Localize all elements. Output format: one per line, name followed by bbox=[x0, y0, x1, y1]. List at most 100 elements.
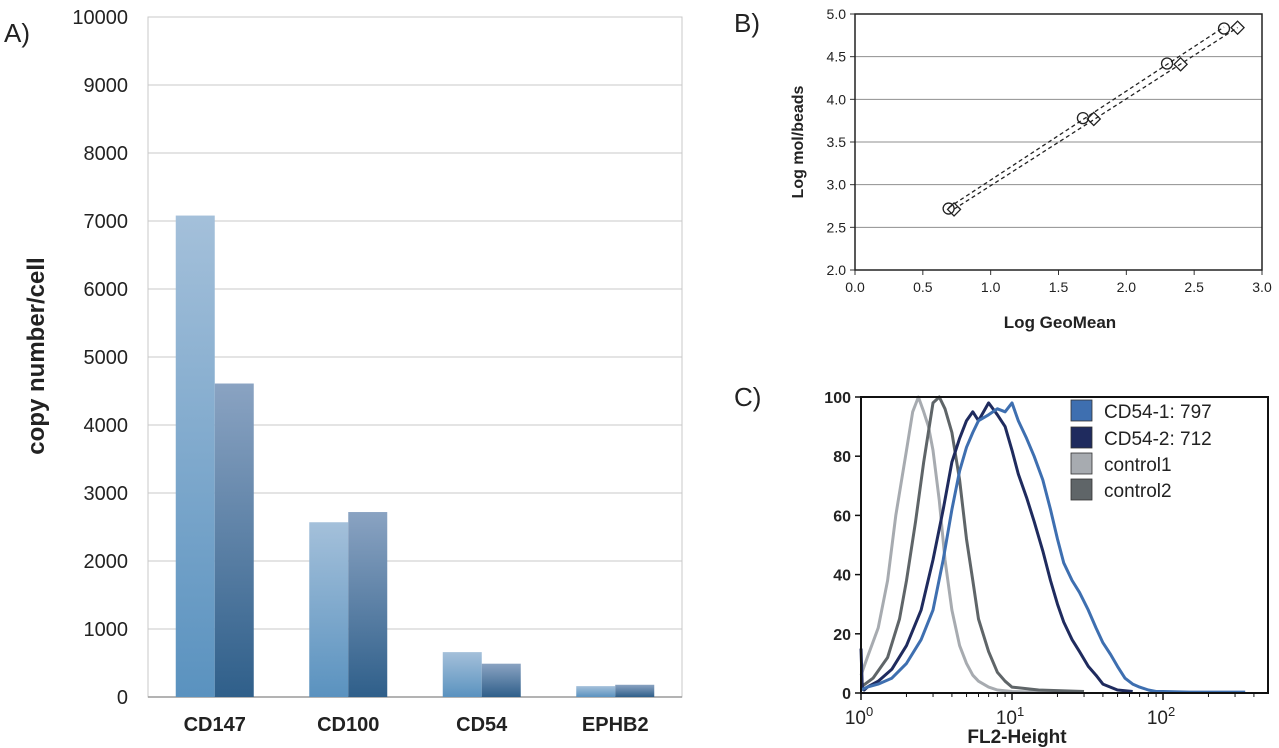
panel-c-x-tick-base: 10 bbox=[996, 708, 1017, 729]
panel-c-series-line bbox=[859, 401, 1133, 693]
panel-c-legend-label: control2 bbox=[1104, 481, 1172, 502]
panel-c-x-axis-label: FL2-Height bbox=[967, 727, 1067, 748]
panel-b-point-circle bbox=[1076, 111, 1090, 125]
panel-c-x-tick-label: 100 bbox=[845, 704, 873, 729]
panel-b-y-tick-label: 2.0 bbox=[827, 262, 847, 278]
panel-a-bar bbox=[309, 522, 349, 697]
panel-b-y-tick-label: 4.0 bbox=[827, 91, 847, 107]
panel-b-point-circle bbox=[942, 202, 955, 215]
panel-c-label: C) bbox=[734, 382, 761, 412]
panel-c-frame bbox=[855, 396, 1269, 700]
panel-a-y-tick-label: 8000 bbox=[84, 143, 129, 165]
panel-b-plot-frame bbox=[854, 13, 1263, 271]
panel-c-series-line bbox=[859, 395, 1084, 694]
panel-a-bar bbox=[348, 512, 388, 697]
panel-b-point-diamond bbox=[1230, 20, 1245, 36]
panel-a-x-tick-label: CD147 bbox=[184, 714, 246, 736]
panel-b-x-tick-labels: 0.0 0.5 1.0 1.5 2.0 2.5 3.0 bbox=[845, 279, 1272, 295]
panel-a-y-tick-label: 1000 bbox=[84, 619, 129, 641]
panel-a-y-tick-label: 6000 bbox=[84, 279, 129, 301]
panel-a-x-tick-label: CD54 bbox=[456, 714, 508, 736]
panel-c-y-tick-label: 100 bbox=[824, 390, 851, 407]
panel-c-y-tick-label: 0 bbox=[842, 686, 851, 703]
panel-b-y-tick-label: 4.5 bbox=[827, 49, 847, 65]
panel-a-x-tick-label: CD100 bbox=[317, 714, 379, 736]
panel-b-x-tick-label: 0.0 bbox=[845, 279, 865, 295]
panel-a-y-tick-label: 5000 bbox=[84, 347, 129, 369]
panel-a-bar bbox=[442, 652, 482, 697]
panel-b-y-tick-labels: 2.0 2.5 3.0 3.5 4.0 4.5 5.0 bbox=[827, 6, 847, 278]
panel-b-x-tick-label: 1.0 bbox=[981, 279, 1001, 295]
panel-a-label: A) bbox=[4, 18, 30, 48]
panel-c-y-tick-labels: 0 20 40 60 80 100 bbox=[824, 390, 851, 703]
panel-b-x-tick-label: 3.0 bbox=[1252, 279, 1272, 295]
panel-c-plot-frame bbox=[860, 396, 1269, 694]
panel-c-legend-label: CD54-1: 797 bbox=[1104, 402, 1212, 423]
panel-a-y-tick-label: 2000 bbox=[84, 551, 129, 573]
panel-b-x-tick-label: 2.0 bbox=[1117, 279, 1137, 295]
panel-a-bars bbox=[175, 215, 655, 697]
panel-c-x-tick-label: 102 bbox=[1147, 704, 1175, 729]
panel-b-point-diamond bbox=[1173, 56, 1189, 72]
panel-a-y-tick-label: 3000 bbox=[84, 483, 129, 505]
panel-a-bar bbox=[214, 383, 254, 697]
panel-b-x-tick-label: 1.5 bbox=[1049, 279, 1069, 295]
panel-b-x-tick-label: 0.5 bbox=[913, 279, 933, 295]
panel-a-y-axis-label: copy number/cell bbox=[23, 257, 50, 454]
panel-c-legend: CD54-1: 797 CD54-2: 712 control1 control2 bbox=[1070, 399, 1212, 502]
panel-c-legend-swatch bbox=[1070, 478, 1093, 501]
panel-b-x-axis-label: Log GeoMean bbox=[1004, 313, 1116, 332]
panel-b-y-tick-label: 3.0 bbox=[827, 177, 847, 193]
panel-b-label: B) bbox=[734, 8, 760, 38]
panel-a-bar-chart: A) 0 1000 2000 3000 4000 5000 6000 7000 8000 9000… bbox=[4, 7, 683, 736]
panel-a-bar bbox=[576, 686, 616, 697]
panel-b-scatter-chart: B) 2.0 2.5 3.0 3.5 4.0 4.5 5.0 0.0 0.5 1.0 1.5 2.0… bbox=[734, 6, 1272, 332]
panel-b-gridlines bbox=[850, 13, 1263, 275]
panel-b-trendlines bbox=[948, 26, 1238, 210]
panel-b-point-diamond bbox=[1086, 111, 1102, 127]
panel-a-x-tick-labels: CD147 CD100 CD54 EPHB2 bbox=[184, 714, 649, 736]
panel-c-y-tick-label: 80 bbox=[833, 449, 851, 466]
panel-c-series-line bbox=[860, 401, 1246, 694]
panel-b-trendline bbox=[948, 26, 1225, 209]
panel-c-x-tick-exponent: 0 bbox=[866, 704, 873, 719]
panel-a-bar bbox=[175, 215, 215, 697]
panel-c-legend-label: CD54-2: 712 bbox=[1104, 429, 1212, 450]
panel-a-y-tick-label: 9000 bbox=[84, 75, 129, 97]
panel-a-y-tick-labels: 0 1000 2000 3000 4000 5000 6000 7000 8000 9000 100… bbox=[72, 7, 128, 709]
panel-b-x-tick-label: 2.5 bbox=[1184, 279, 1204, 295]
panel-b-y-tick-label: 2.5 bbox=[827, 219, 847, 235]
panel-c-y-tick-label: 60 bbox=[833, 508, 851, 525]
panel-c-x-tick-base: 10 bbox=[1147, 708, 1168, 729]
panel-c-legend-swatch bbox=[1070, 399, 1093, 422]
panel-b-point-circle bbox=[1217, 22, 1231, 35]
panel-b-point-circle bbox=[1160, 57, 1174, 70]
panel-a-bar bbox=[615, 684, 655, 697]
panel-c-y-tick-label: 40 bbox=[833, 568, 851, 585]
panel-a-y-tick-label: 0 bbox=[117, 687, 128, 709]
panel-b-y-tick-label: 3.5 bbox=[827, 134, 847, 150]
panel-c-legend-label: control1 bbox=[1104, 455, 1172, 476]
panel-a-bar bbox=[481, 663, 521, 697]
panel-c-x-tick-base: 10 bbox=[845, 708, 866, 729]
panel-c-series-lines bbox=[859, 395, 1246, 694]
panel-c-legend-swatch bbox=[1070, 426, 1093, 449]
panel-a-x-tick-label: EPHB2 bbox=[582, 714, 649, 736]
panel-a-y-tick-label: 4000 bbox=[84, 415, 129, 437]
panel-c-y-tick-label: 20 bbox=[833, 627, 851, 644]
panel-b-trendline bbox=[953, 27, 1238, 210]
panel-c-series-line bbox=[860, 395, 1085, 693]
panel-b-y-axis-label: Log mol/beads bbox=[790, 85, 807, 198]
panel-c-legend-swatch bbox=[1070, 452, 1093, 475]
panel-c-x-tick-label: 101 bbox=[996, 704, 1024, 729]
panel-c-x-tick-labels: 100 101 102 bbox=[845, 704, 1175, 729]
panel-b-y-tick-label: 5.0 bbox=[827, 6, 847, 22]
panel-a-y-tick-label: 10000 bbox=[72, 7, 128, 29]
panel-c-x-tick-exponent: 2 bbox=[1168, 704, 1175, 719]
panel-b-point-diamond bbox=[946, 201, 962, 217]
panel-a-y-tick-label: 7000 bbox=[84, 211, 129, 233]
panel-c-x-tick-exponent: 1 bbox=[1017, 704, 1024, 719]
panel-b-points bbox=[942, 20, 1245, 217]
